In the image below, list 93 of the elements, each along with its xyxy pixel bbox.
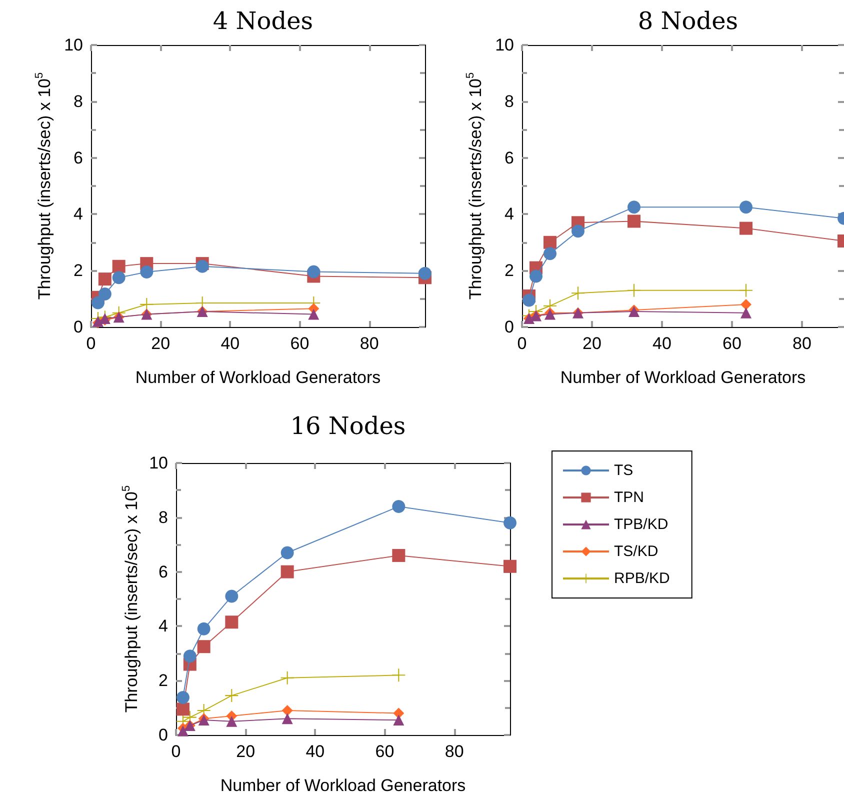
point [197, 640, 210, 654]
point [176, 690, 190, 704]
x-tick-label: 0 [517, 334, 527, 353]
y-tick-label: 0 [158, 726, 168, 744]
point [280, 671, 294, 684]
y-tick-label: 10 [149, 454, 168, 472]
point [225, 689, 238, 702]
point [530, 270, 542, 283]
point [308, 308, 320, 320]
x-tick-label: 40 [306, 742, 325, 761]
x-axis-title: Number of Workload Generators [560, 368, 806, 387]
y-tick-label: 4 [74, 204, 83, 224]
y-tick-label: 2 [504, 261, 514, 280]
x-tick-label: 40 [652, 334, 672, 353]
y-tick-label: 4 [158, 616, 168, 636]
y-tick-label: 6 [158, 562, 168, 582]
point [112, 260, 126, 273]
point [740, 298, 752, 310]
chart-title: 4 Nodes [212, 7, 314, 35]
y-tick-label: 10 [495, 36, 514, 54]
point [393, 708, 404, 719]
y-axis-title: Throughput (inserts/sec) x 105 [120, 485, 141, 713]
legend-label: TPN [614, 489, 644, 506]
x-tick-label: 0 [86, 334, 96, 353]
point [504, 516, 516, 530]
y-tick-label: 4 [504, 204, 514, 224]
point [544, 247, 556, 260]
y-tick-label: 2 [158, 671, 168, 690]
point [282, 705, 293, 716]
point [392, 500, 406, 514]
point [740, 307, 752, 318]
x-axis-title: Number of Workload Generators [135, 368, 381, 387]
y-tick-label: 0 [74, 318, 83, 336]
legend-label: RPB/KD [614, 570, 670, 587]
y-tick-label: 6 [504, 148, 514, 168]
point [183, 650, 196, 663]
legend-label: TS [614, 462, 634, 479]
point [740, 200, 752, 214]
y-tick-label: 0 [504, 318, 514, 336]
y-tick-label: 8 [504, 92, 514, 111]
point [177, 725, 188, 736]
x-tick-label: 80 [444, 742, 464, 761]
y-tick-label: 8 [158, 508, 168, 527]
point [307, 265, 320, 278]
point [91, 296, 104, 310]
y-axis-title: Throughput (inserts/sec) x 105 [34, 72, 54, 300]
x-tick-label: 60 [722, 334, 742, 353]
y-tick-label: 8 [74, 92, 83, 111]
point [112, 271, 126, 284]
point [392, 668, 406, 682]
point [522, 294, 536, 307]
point [628, 214, 640, 228]
point [140, 266, 154, 279]
point [196, 260, 209, 273]
chart-title: 16 Nodes [290, 412, 406, 440]
point [225, 590, 238, 603]
point [628, 284, 640, 297]
point [393, 714, 404, 726]
point [225, 616, 238, 629]
x-tick-label: 20 [236, 742, 256, 761]
point [572, 224, 584, 238]
legend-label: TPB/KD [614, 516, 668, 533]
x-tick-label: 60 [290, 334, 310, 353]
point [628, 200, 640, 214]
point [280, 546, 294, 560]
point [392, 548, 406, 562]
point [98, 288, 112, 300]
point [418, 266, 432, 280]
x-tick-label: 60 [375, 742, 394, 761]
x-tick-label: 0 [171, 742, 181, 761]
x-tick-label: 80 [792, 334, 812, 353]
point [740, 284, 752, 297]
y-tick-label: 6 [74, 148, 83, 168]
point [226, 716, 238, 727]
point [740, 222, 752, 235]
x-axis-title: Number of Workload Generators [220, 776, 466, 795]
y-axis-title: Throughput (inserts/sec) x 105 [464, 72, 486, 300]
legend-label: TS/KD [614, 543, 658, 560]
point [197, 622, 210, 636]
point [504, 560, 516, 573]
point [280, 565, 294, 578]
point [544, 236, 556, 249]
x-tick-label: 20 [151, 334, 170, 353]
point [282, 713, 293, 724]
y-tick-label: 10 [64, 36, 83, 54]
y-tick-label: 2 [74, 261, 83, 280]
chart-title: 8 Nodes [638, 7, 738, 35]
point [176, 702, 190, 716]
x-tick-label: 80 [360, 334, 379, 353]
x-tick-label: 20 [582, 334, 602, 353]
x-tick-label: 40 [220, 334, 240, 353]
point [98, 272, 112, 286]
point [572, 286, 584, 300]
